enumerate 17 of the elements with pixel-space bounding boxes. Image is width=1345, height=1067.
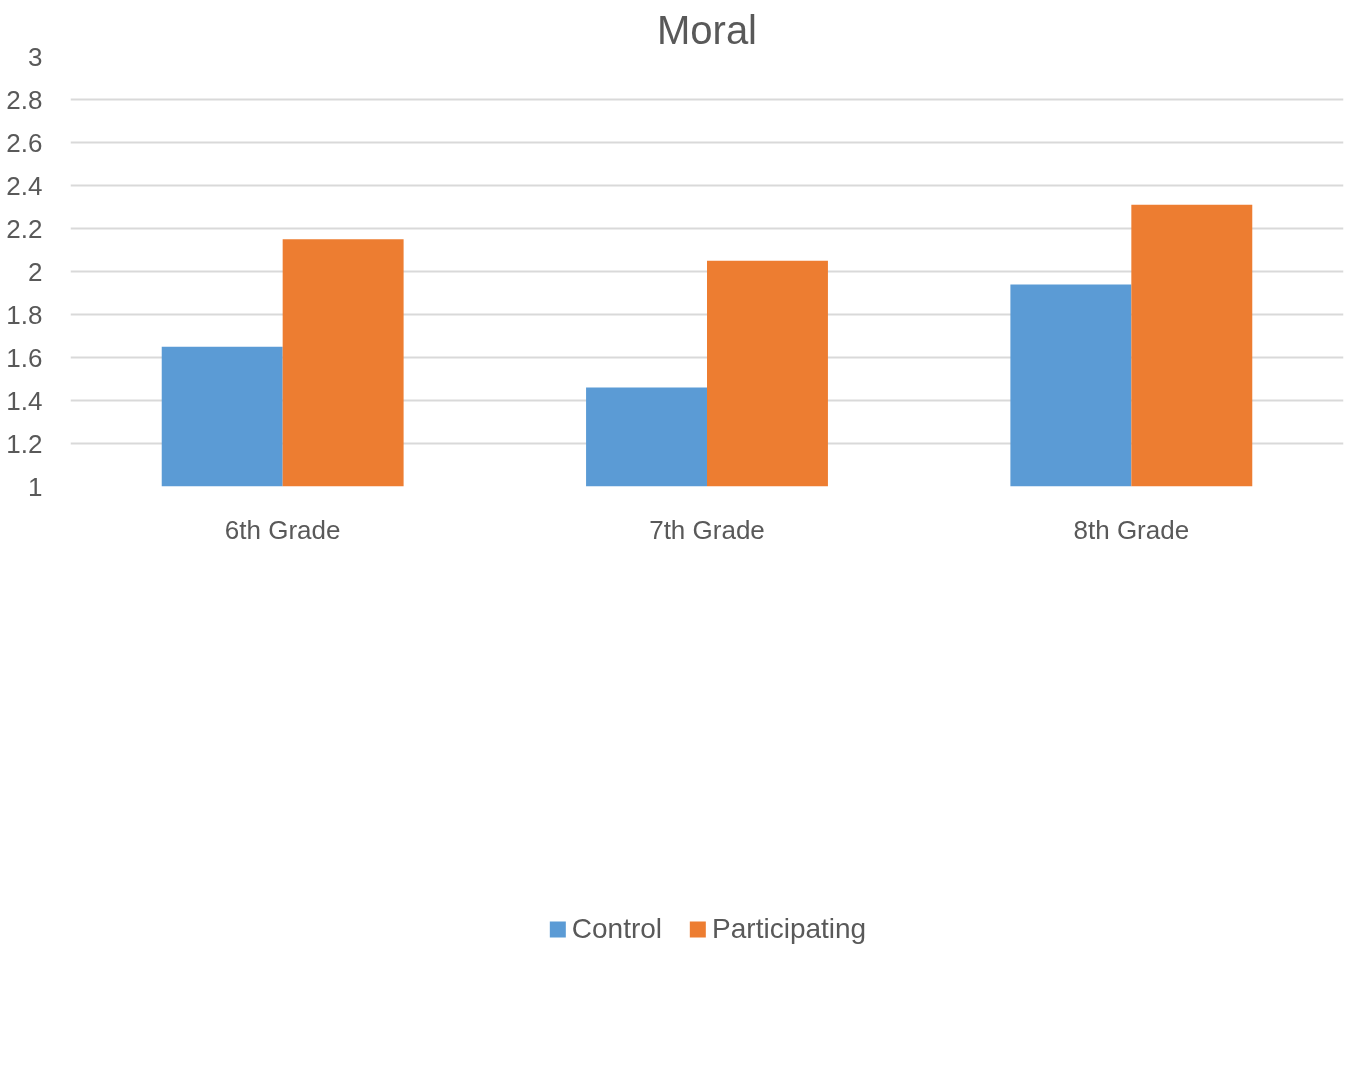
y-tick-label: 2.4: [6, 170, 43, 201]
y-tick-label: 1.6: [6, 342, 43, 373]
y-tick-label: 1: [28, 471, 43, 502]
x-tick-label: 8th Grade: [1073, 514, 1190, 545]
x-tick-label: 7th Grade: [649, 514, 765, 545]
legend-label: Participating: [712, 913, 867, 945]
y-tick-label: 2.6: [6, 127, 43, 158]
chart-title: Moral: [656, 7, 758, 52]
y-tick-label: 2.8: [6, 84, 43, 115]
y-tick-label: 3: [28, 41, 43, 72]
y-tick-label: 1.4: [6, 385, 43, 416]
x-tick-label: 6th Grade: [224, 514, 341, 545]
y-tick-label: 1.2: [6, 428, 43, 459]
legend-label: Control: [571, 913, 663, 945]
y-tick-label: 1.8: [6, 299, 43, 330]
y-tick-label: 2: [28, 256, 43, 287]
y-tick-label: 2.2: [6, 213, 43, 244]
